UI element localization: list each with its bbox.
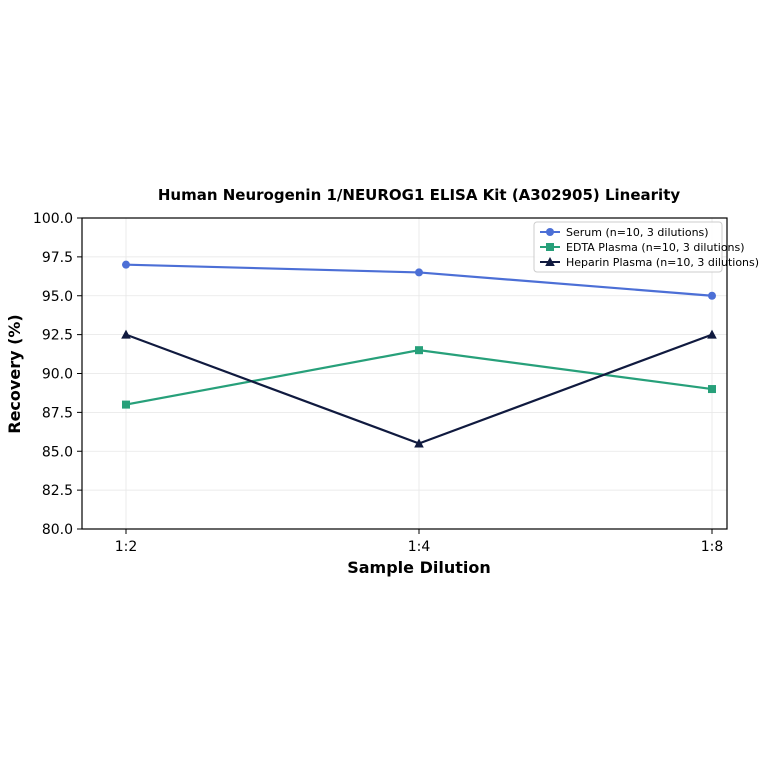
y-tick-label: 97.5 (42, 250, 73, 266)
data-point (707, 329, 717, 339)
legend-label: Serum (n=10, 3 dilutions) (566, 226, 709, 239)
y-tick-label: 82.5 (42, 483, 73, 499)
legend-box (533, 221, 723, 273)
y-tick-label: 80.0 (42, 522, 73, 538)
data-point (708, 385, 716, 394)
chart-title: Human Neurogenin 1/NEUROG1 ELISA Kit (A3… (158, 186, 681, 204)
legend-label: EDTA Plasma (n=10, 3 dilutions) (566, 241, 745, 254)
x-tick-label: 1:8 (701, 539, 724, 555)
y-tick-label: 92.5 (42, 328, 73, 344)
data-point (121, 329, 131, 339)
y-tick-label: 90.0 (42, 367, 73, 383)
y-tick-label: 95.0 (42, 289, 73, 305)
x-axis: 1:2 1:4 1:8 (115, 529, 724, 555)
data-point (415, 346, 423, 355)
legend-label: Heparin Plasma (n=10, 3 dilutions) (566, 256, 759, 269)
legend: Serum (n=10, 3 dilutions) EDTA Plasma (n=… (533, 221, 759, 273)
data-point (414, 438, 424, 448)
series-2 (121, 329, 717, 448)
legend-marker (546, 243, 554, 251)
x-tick-label: 1:4 (408, 539, 431, 555)
series-layer (121, 260, 717, 448)
data-point (122, 260, 130, 269)
legend-marker (546, 228, 554, 236)
data-point (122, 400, 130, 409)
y-tick-label: 87.5 (42, 405, 73, 421)
legend-item: Serum (n=10, 3 dilutions) (540, 226, 709, 239)
legend-item: Heparin Plasma (n=10, 3 dilutions) (540, 256, 759, 269)
y-tick-label: 100.0 (33, 211, 73, 227)
legend-item: EDTA Plasma (n=10, 3 dilutions) (540, 241, 745, 254)
y-tick-label: 85.0 (42, 444, 73, 460)
data-point (708, 291, 716, 300)
x-tick-label: 1:2 (115, 539, 138, 555)
series-1 (122, 346, 716, 409)
y-axis: 80.0 82.5 85.0 87.5 90.0 92.5 95.0 97.5 100.0 (33, 211, 82, 538)
y-axis-label: Recovery (%) (5, 314, 24, 433)
legend-marker (545, 257, 555, 266)
x-axis-label: Sample Dilution (347, 558, 491, 577)
series-0 (122, 260, 716, 300)
data-point (415, 268, 423, 277)
